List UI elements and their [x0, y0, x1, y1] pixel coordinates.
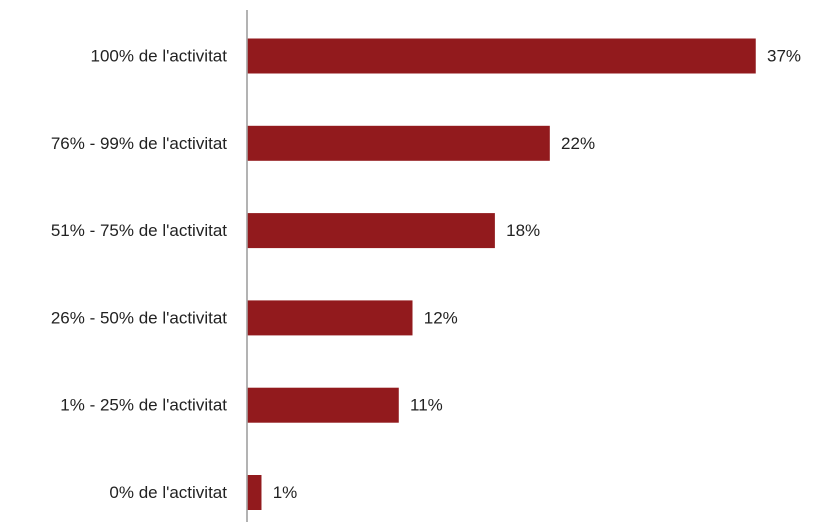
bar [247, 300, 413, 336]
category-label: 76% - 99% de l'activitat [51, 134, 227, 153]
bar [247, 213, 495, 249]
bar [247, 475, 262, 510]
bar [247, 38, 756, 74]
category-label: 26% - 50% de l'activitat [51, 308, 227, 327]
category-label: 100% de l'activitat [91, 47, 228, 66]
bar-group [247, 38, 756, 510]
category-label: 1% - 25% de l'activitat [60, 396, 227, 415]
value-label: 12% [424, 308, 458, 327]
category-label: 0% de l'activitat [109, 483, 227, 502]
category-label: 51% - 75% de l'activitat [51, 221, 227, 240]
value-label: 18% [506, 221, 540, 240]
value-label: 11% [410, 396, 443, 415]
value-label: 1% [273, 483, 298, 502]
value-label-group: 37% 22% 18% 12% 11% 1% [273, 47, 801, 503]
bar [247, 125, 550, 161]
bar [247, 387, 399, 423]
category-label-group: 100% de l'activitat 76% - 99% de l'activi… [51, 47, 227, 503]
value-label: 22% [561, 134, 595, 153]
value-label: 37% [767, 47, 801, 66]
